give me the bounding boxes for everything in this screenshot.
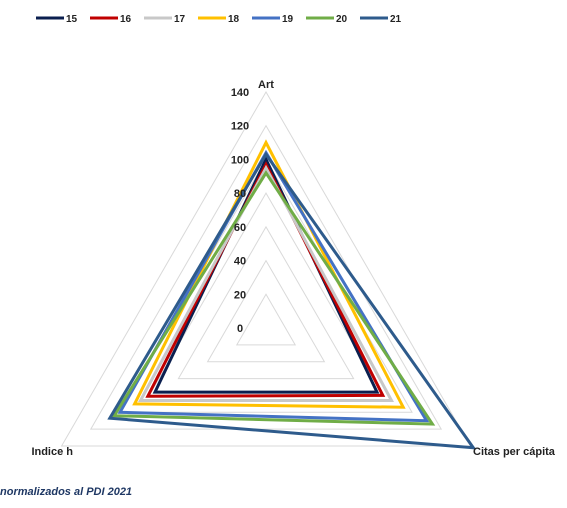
tick-label-20: 20 [234, 289, 246, 301]
tick-label-100: 100 [231, 154, 249, 166]
axis-label-citas: Citas per cápita [473, 446, 556, 458]
tick-label-120: 120 [231, 121, 249, 133]
legend-label-18: 18 [228, 14, 240, 25]
series-layer [107, 139, 477, 450]
tick-label-60: 60 [234, 222, 246, 234]
legend-item-18: 18 [198, 14, 240, 25]
legend-label-19: 19 [282, 14, 294, 25]
grid-ring-60 [177, 225, 355, 380]
tick-labels: 0 20 40 60 80 100 120 140 [231, 87, 249, 335]
series-19 [117, 149, 430, 423]
footnote: normalizados al PDI 2021 [0, 486, 133, 498]
legend-item-21: 21 [360, 14, 402, 25]
series-17 [137, 164, 395, 402]
legend-item-20: 20 [306, 14, 348, 25]
legend-label-21: 21 [390, 14, 402, 25]
legend: 15 16 17 18 19 20 21 [36, 14, 402, 25]
legend-item-19: 19 [252, 14, 294, 25]
series-21 [107, 151, 477, 450]
legend-item-15: 15 [36, 14, 78, 25]
legend-item-16: 16 [90, 14, 132, 25]
legend-item-17: 17 [144, 14, 186, 25]
series-18 [132, 139, 406, 409]
axis-label-art: Art [258, 79, 274, 91]
legend-label-17: 17 [174, 14, 186, 25]
tick-label-80: 80 [234, 188, 246, 200]
axis-label-indice-h: Indice h [31, 446, 73, 458]
tick-label-140: 140 [231, 87, 249, 99]
tick-label-40: 40 [234, 256, 246, 268]
series-20 [111, 170, 436, 426]
legend-label-20: 20 [336, 14, 348, 25]
series-15 [152, 155, 380, 394]
grid-ring-40 [206, 259, 326, 363]
tick-label-0: 0 [237, 323, 243, 335]
legend-label-16: 16 [120, 14, 132, 25]
legend-label-15: 15 [66, 14, 78, 25]
grid-ring-140 [60, 91, 472, 447]
grid-ring-20 [235, 293, 297, 346]
